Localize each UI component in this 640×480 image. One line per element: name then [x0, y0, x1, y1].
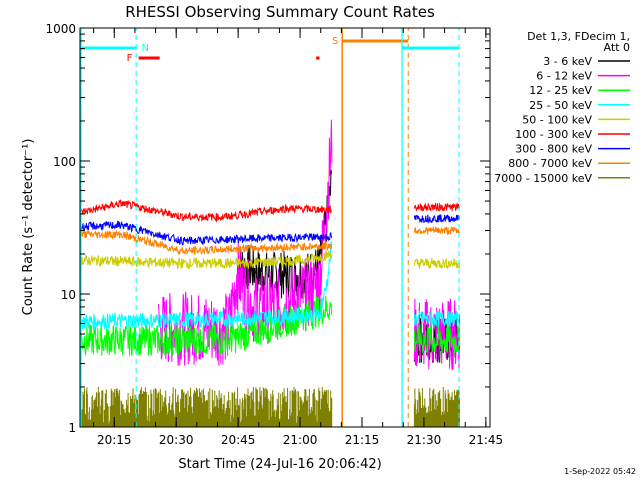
- series-line-late-2: [413, 324, 460, 354]
- x-tick-label: 20:45: [221, 433, 256, 447]
- y-tick-label: 100: [53, 155, 76, 169]
- saa-label: S: [332, 36, 338, 47]
- series-line-late-1: [413, 298, 460, 371]
- series-line-late-4: [413, 257, 460, 270]
- series-line-7: [79, 229, 333, 256]
- series-line-late-5: [413, 202, 460, 212]
- legend-label: 7000 - 15000 keV: [494, 172, 592, 185]
- plot-frame: [79, 27, 491, 428]
- legend-label: 50 - 100 keV: [522, 113, 592, 126]
- night-label: N: [141, 43, 148, 54]
- series-line-5: [79, 199, 332, 223]
- series-line-6: [79, 220, 333, 246]
- x-tick-label: 21:45: [469, 433, 504, 447]
- series-line-4: [79, 250, 333, 270]
- data-layer: N S F: [79, 28, 460, 427]
- y-tick-label: 10: [61, 288, 76, 302]
- series-line-late-8: [413, 387, 460, 427]
- legend-header-line-2: Att 0: [604, 41, 630, 54]
- x-tick-label: 20:15: [97, 433, 132, 447]
- legend-header-line-1: Det 1,3, FDecim 1,: [527, 30, 630, 43]
- series-line-8: [79, 387, 333, 427]
- y-axis-label: Count Rate (s⁻¹ detector⁻¹): [21, 139, 36, 316]
- x-tick-label: 20:30: [159, 433, 194, 447]
- legend: Det 1,3, FDecim 1, Att 0 3 - 6 keV 6 - 12…: [494, 30, 630, 185]
- x-axis-label: Start Time (24-Jul-16 20:06:42): [178, 457, 381, 472]
- legend-label: 300 - 800 keV: [515, 143, 592, 156]
- series-line-late-6: [413, 214, 460, 224]
- x-tick-label: 21:30: [407, 433, 442, 447]
- y-tick-label: 1000: [45, 22, 76, 36]
- legend-label: 12 - 25 keV: [529, 84, 592, 97]
- legend-label: 6 - 12 keV: [536, 70, 592, 83]
- legend-label: 3 - 6 keV: [543, 55, 592, 68]
- y-tick-label: 1: [68, 421, 76, 435]
- x-tick-label: 21:00: [283, 433, 318, 447]
- series-line-3: [79, 241, 333, 331]
- legend-label: 800 - 7000 keV: [508, 157, 592, 170]
- series-line-late-3: [413, 310, 460, 327]
- series-line-late-7: [413, 226, 460, 236]
- chart-title: RHESSI Observing Summary Count Rates: [125, 3, 435, 21]
- flare-label: F: [127, 53, 133, 64]
- legend-label: 100 - 300 keV: [515, 128, 592, 141]
- footer-timestamp: 1-Sep-2022 05:42: [564, 467, 636, 476]
- legend-label: 25 - 50 keV: [529, 99, 592, 112]
- x-tick-label: 21:15: [345, 433, 380, 447]
- axes-layer: 1 10 100 1000 20:15 20:30 20:45 21:00 21:15 21:30…: [45, 22, 503, 447]
